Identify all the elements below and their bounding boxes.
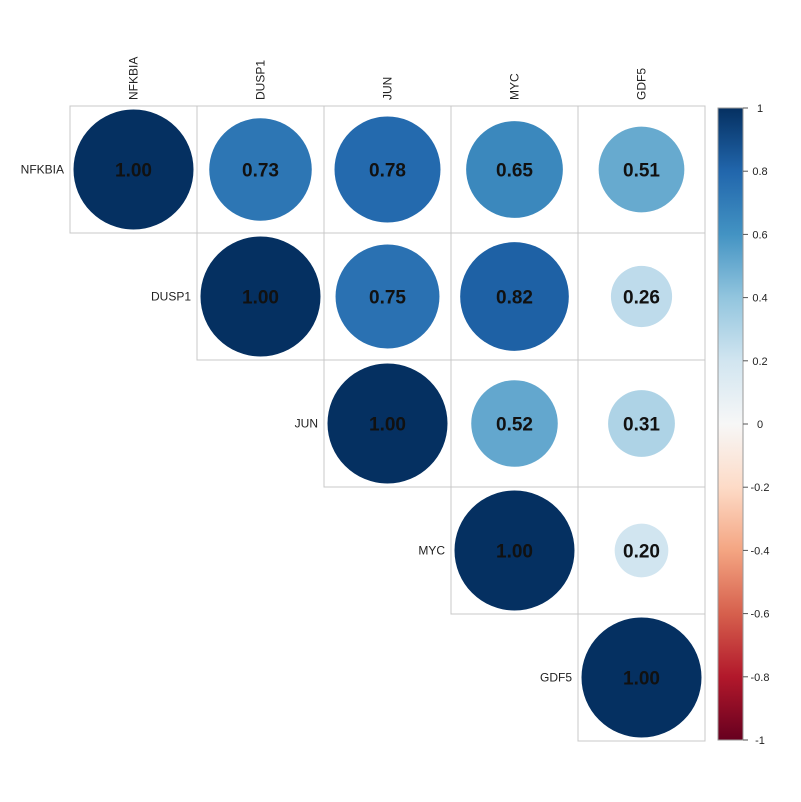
correlation-value-myc-myc: 1.00 — [496, 542, 533, 563]
row-label-myc: MYC — [418, 544, 445, 558]
correlation-circle-jun-myc — [471, 380, 558, 467]
correlation-values: 1.00 0.73 0.78 0.65 0.51 1.00 0.75 0.82 0.26 1.00… — [115, 161, 660, 690]
correlation-circles — [73, 109, 702, 738]
variable-labels: NFKBIA DUSP1 JUN MYC GDF5 NFKBIA DUSP1 JUN MYC GD… — [21, 57, 649, 685]
correlation-circle-myc-gdf5 — [614, 523, 669, 578]
correlation-circle-nfkbia-dusp1 — [209, 118, 312, 221]
correlation-circle-dusp1-dusp1 — [200, 236, 321, 357]
column-label-nfkbia: NFKBIA — [127, 57, 141, 100]
correlation-circle-nfkbia-jun — [334, 116, 441, 223]
colorbar-tick-label: -1 — [755, 735, 765, 747]
colorbar-tick-label: 0.4 — [752, 293, 767, 305]
correlation-value-nfkbia-myc: 0.65 — [496, 161, 533, 182]
column-label-gdf5: GDF5 — [635, 68, 649, 100]
correlation-value-dusp1-dusp1: 1.00 — [242, 288, 279, 309]
column-label-jun: JUN — [381, 77, 395, 100]
column-label-dusp1: DUSP1 — [254, 60, 268, 100]
colorbar-tick-label: -0.4 — [751, 545, 770, 557]
colorbar-tick-label: 0 — [757, 419, 763, 431]
row-label-jun: JUN — [295, 417, 318, 431]
correlation-value-nfkbia-nfkbia: 1.00 — [115, 161, 152, 182]
row-label-dusp1: DUSP1 — [151, 290, 191, 304]
correlation-value-dusp1-jun: 0.75 — [369, 288, 406, 309]
correlation-circle-gdf5-gdf5 — [581, 617, 702, 738]
correlation-circle-jun-jun — [327, 363, 448, 484]
row-label-gdf5: GDF5 — [540, 671, 572, 685]
correlation-circle-dusp1-jun — [335, 244, 440, 349]
colorbar-tick-label: 0.2 — [752, 356, 767, 368]
correlation-circle-jun-gdf5 — [608, 390, 675, 457]
colorbar-tick-label: 1 — [757, 103, 763, 115]
correlation-value-gdf5-gdf5: 1.00 — [623, 669, 660, 690]
colorbar-tick-label: 0.6 — [752, 229, 767, 241]
correlation-circle-myc-myc — [454, 490, 575, 611]
colorbar-tick-label: 0.8 — [752, 166, 767, 178]
correlation-circle-nfkbia-gdf5 — [598, 126, 685, 213]
correlation-circle-dusp1-myc — [460, 242, 569, 351]
correlation-value-jun-myc: 0.52 — [496, 415, 533, 436]
correlation-value-nfkbia-jun: 0.78 — [369, 161, 406, 182]
colorbar-tick-label: -0.8 — [751, 672, 770, 684]
grid-cell-myc-gdf5 — [577, 486, 706, 615]
correlation-value-nfkbia-dusp1: 0.73 — [242, 161, 279, 182]
correlation-circle-nfkbia-myc — [466, 121, 563, 218]
column-label-myc: MYC — [508, 73, 522, 100]
colorbar: 1 0.8 0.6 0.4 0.2 0 -0.2 -0.4 -0.6 -0.8 -1 — [717, 103, 770, 747]
correlation-value-myc-gdf5: 0.20 — [623, 542, 660, 563]
correlation-value-dusp1-myc: 0.82 — [496, 288, 533, 309]
correlation-value-nfkbia-gdf5: 0.51 — [623, 161, 660, 182]
correlation-circle-dusp1-gdf5 — [610, 265, 673, 328]
colorbar-tick-label: -0.6 — [751, 609, 770, 621]
correlation-value-dusp1-gdf5: 0.26 — [623, 288, 660, 309]
colorbar-tick-label: -0.2 — [751, 482, 770, 494]
correlation-circle-nfkbia-nfkbia — [73, 109, 194, 230]
correlation-value-jun-gdf5: 0.31 — [623, 415, 660, 436]
correlation-value-jun-jun: 1.00 — [369, 415, 406, 436]
colorbar-gradient — [717, 107, 744, 741]
row-label-nfkbia: NFKBIA — [21, 163, 64, 177]
